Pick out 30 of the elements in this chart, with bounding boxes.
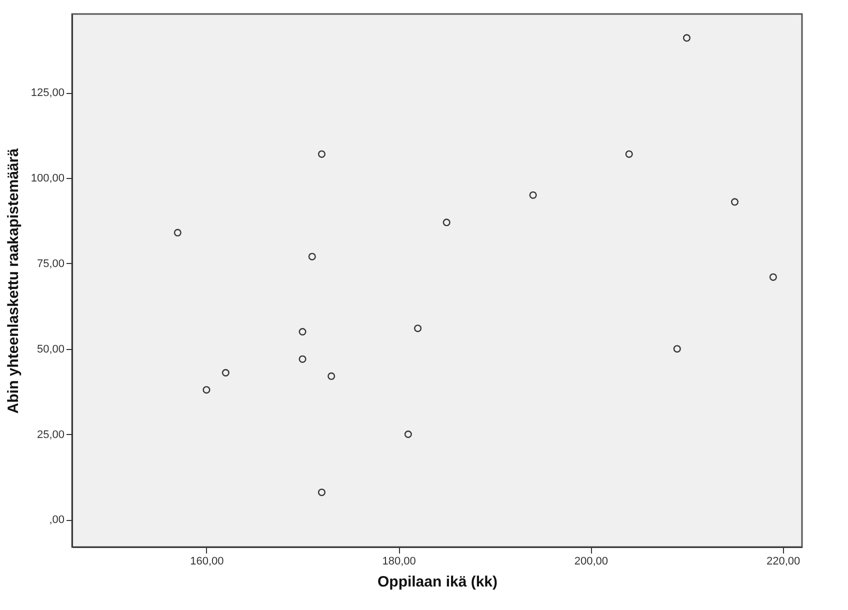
point [318,488,326,496]
y-tick-label: 75,00 [36,258,64,270]
point [625,150,633,158]
y-tick-label: 50,00 [36,343,64,356]
y-tick-label: 100,00 [30,172,64,184]
point [769,273,777,281]
y-tick-label: 125,00 [30,87,64,100]
point [222,368,230,377]
point [298,328,306,336]
x-tick-label: 160,00 [190,556,224,568]
point [328,372,336,380]
y-tick-label: 25,00 [36,428,64,441]
x-tick-label: 220,00 [766,556,800,568]
point [682,34,690,42]
point [308,252,316,260]
point [404,430,412,438]
point [414,324,422,332]
x-tick-label: 180,00 [382,556,416,568]
x-axis-title: Oppilaan ikä (kk) [377,574,498,590]
point [442,218,450,226]
point [174,228,182,236]
point [298,355,306,363]
y-tick-label: ,00 [49,514,64,526]
point [529,191,537,199]
point [731,198,739,206]
point [318,150,326,158]
point [202,386,210,394]
x-tick-label: 200,00 [574,556,608,568]
y-axis-title: Abin yhteenlaskettu raakapistemäärä [4,148,22,414]
point [673,345,681,353]
